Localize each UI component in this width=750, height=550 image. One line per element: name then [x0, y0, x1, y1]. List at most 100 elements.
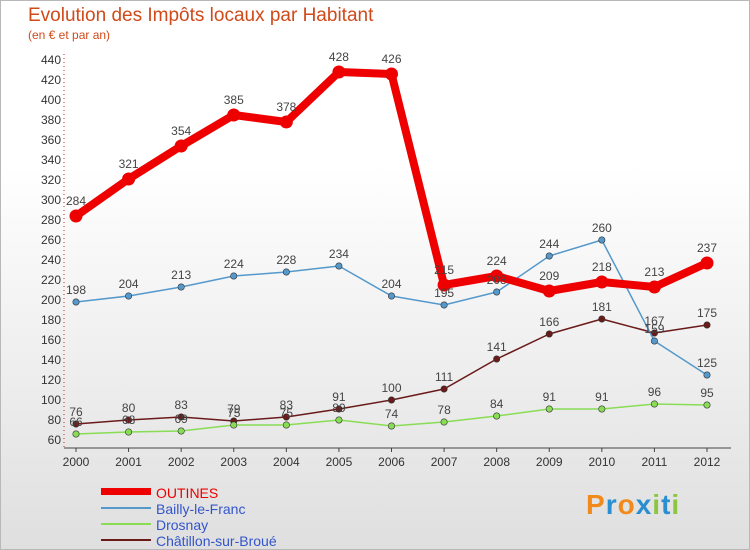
data-point — [72, 420, 80, 428]
data-label: 284 — [66, 194, 86, 208]
data-point — [387, 292, 395, 300]
data-point — [440, 385, 448, 393]
legend-item: OUTINES — [101, 485, 361, 501]
x-tick-label: 2003 — [220, 455, 247, 469]
data-labels: 76 80 83 79 83 91 100 111 141 166 181 167 175 66 68 69 7… — [66, 50, 717, 429]
data-label: 80 — [332, 401, 346, 415]
data-label: 141 — [487, 340, 507, 354]
x-tick-label: 2000 — [63, 455, 90, 469]
data-label: 181 — [592, 300, 612, 314]
y-tick-label: 160 — [41, 333, 61, 347]
data-label: 95 — [700, 386, 714, 400]
data-label: 224 — [487, 254, 507, 268]
data-label: 218 — [592, 260, 612, 274]
y-tick-label: 320 — [41, 173, 61, 187]
data-point — [72, 298, 80, 306]
data-point — [282, 268, 290, 276]
data-point — [493, 412, 501, 420]
data-point — [72, 430, 80, 438]
y-tick-label: 300 — [41, 193, 61, 207]
data-point — [595, 275, 609, 289]
x-tick-label: 2008 — [483, 455, 510, 469]
logo-letter: x — [635, 489, 653, 520]
y-tick-label: 180 — [41, 313, 61, 327]
data-point — [387, 422, 395, 430]
x-tick-label: 2004 — [273, 455, 300, 469]
data-label: 91 — [332, 390, 346, 404]
data-point — [335, 416, 343, 424]
data-label: 209 — [539, 269, 559, 283]
data-label: 354 — [171, 124, 191, 138]
logo-letter: P — [586, 489, 606, 520]
data-point — [650, 400, 658, 408]
data-label: 195 — [434, 286, 454, 300]
x-tick-label: 2010 — [588, 455, 615, 469]
data-point — [490, 269, 504, 283]
x-tick-label: 2001 — [115, 455, 142, 469]
data-label: 96 — [648, 385, 662, 399]
data-label: 428 — [329, 50, 349, 64]
data-label: 234 — [329, 247, 349, 261]
data-point — [332, 65, 346, 79]
data-label: 167 — [644, 314, 664, 328]
data-point — [122, 172, 136, 186]
x-tick-label: 2009 — [536, 455, 563, 469]
data-point — [125, 292, 133, 300]
data-point — [598, 236, 606, 244]
data-label: 244 — [539, 237, 559, 251]
legend-swatch — [101, 523, 151, 525]
data-point — [493, 355, 501, 363]
x-tick-label: 2012 — [694, 455, 721, 469]
data-label: 228 — [276, 253, 296, 267]
data-point — [700, 256, 714, 270]
data-label: 321 — [119, 157, 139, 171]
y-tick-label: 220 — [41, 273, 61, 287]
data-point — [177, 413, 185, 421]
data-label: 83 — [174, 398, 188, 412]
data-label: 84 — [490, 397, 504, 411]
data-label: 237 — [697, 241, 717, 255]
logo-letter: t — [661, 489, 672, 520]
data-point — [545, 405, 553, 413]
data-point — [230, 272, 238, 280]
data-point — [647, 280, 661, 294]
data-point — [177, 427, 185, 435]
data-point — [598, 405, 606, 413]
x-tick-label: 2011 — [642, 455, 668, 469]
data-label: 159 — [644, 322, 664, 336]
y-tick-label: 340 — [41, 153, 61, 167]
data-point — [230, 421, 238, 429]
data-label: 83 — [280, 398, 294, 412]
legend-item: Bailly-le-Franc — [101, 501, 361, 517]
legend-swatch — [101, 539, 151, 541]
data-label: 213 — [644, 265, 664, 279]
data-label: 204 — [381, 277, 401, 291]
legend-swatch — [101, 507, 151, 509]
y-tick-label: 60 — [48, 433, 62, 447]
data-label: 204 — [119, 277, 139, 291]
x-tick-label: 2005 — [326, 455, 353, 469]
data-point — [440, 418, 448, 426]
chart-title: Evolution des Impôts locaux par Habitant — [28, 5, 374, 26]
data-point — [335, 262, 343, 270]
y-tick-label: 240 — [41, 253, 61, 267]
data-label: 68 — [122, 413, 136, 427]
data-label: 426 — [381, 52, 401, 66]
data-label: 91 — [543, 390, 557, 404]
y-tick-label: 260 — [41, 233, 61, 247]
data-label: 111 — [435, 370, 454, 384]
data-label: 91 — [595, 390, 609, 404]
data-label: 208 — [487, 273, 507, 287]
legend-label: Bailly-le-Franc — [156, 501, 246, 517]
data-point — [174, 139, 188, 153]
data-label: 260 — [592, 221, 612, 235]
series-line — [75, 239, 708, 376]
data-point — [440, 301, 448, 309]
data-label: 100 — [381, 381, 401, 395]
legend-label: Châtillon-sur-Broué — [156, 533, 277, 549]
data-point — [177, 283, 185, 291]
data-label: 76 — [69, 405, 83, 419]
data-point — [279, 115, 293, 129]
data-point — [703, 401, 711, 409]
